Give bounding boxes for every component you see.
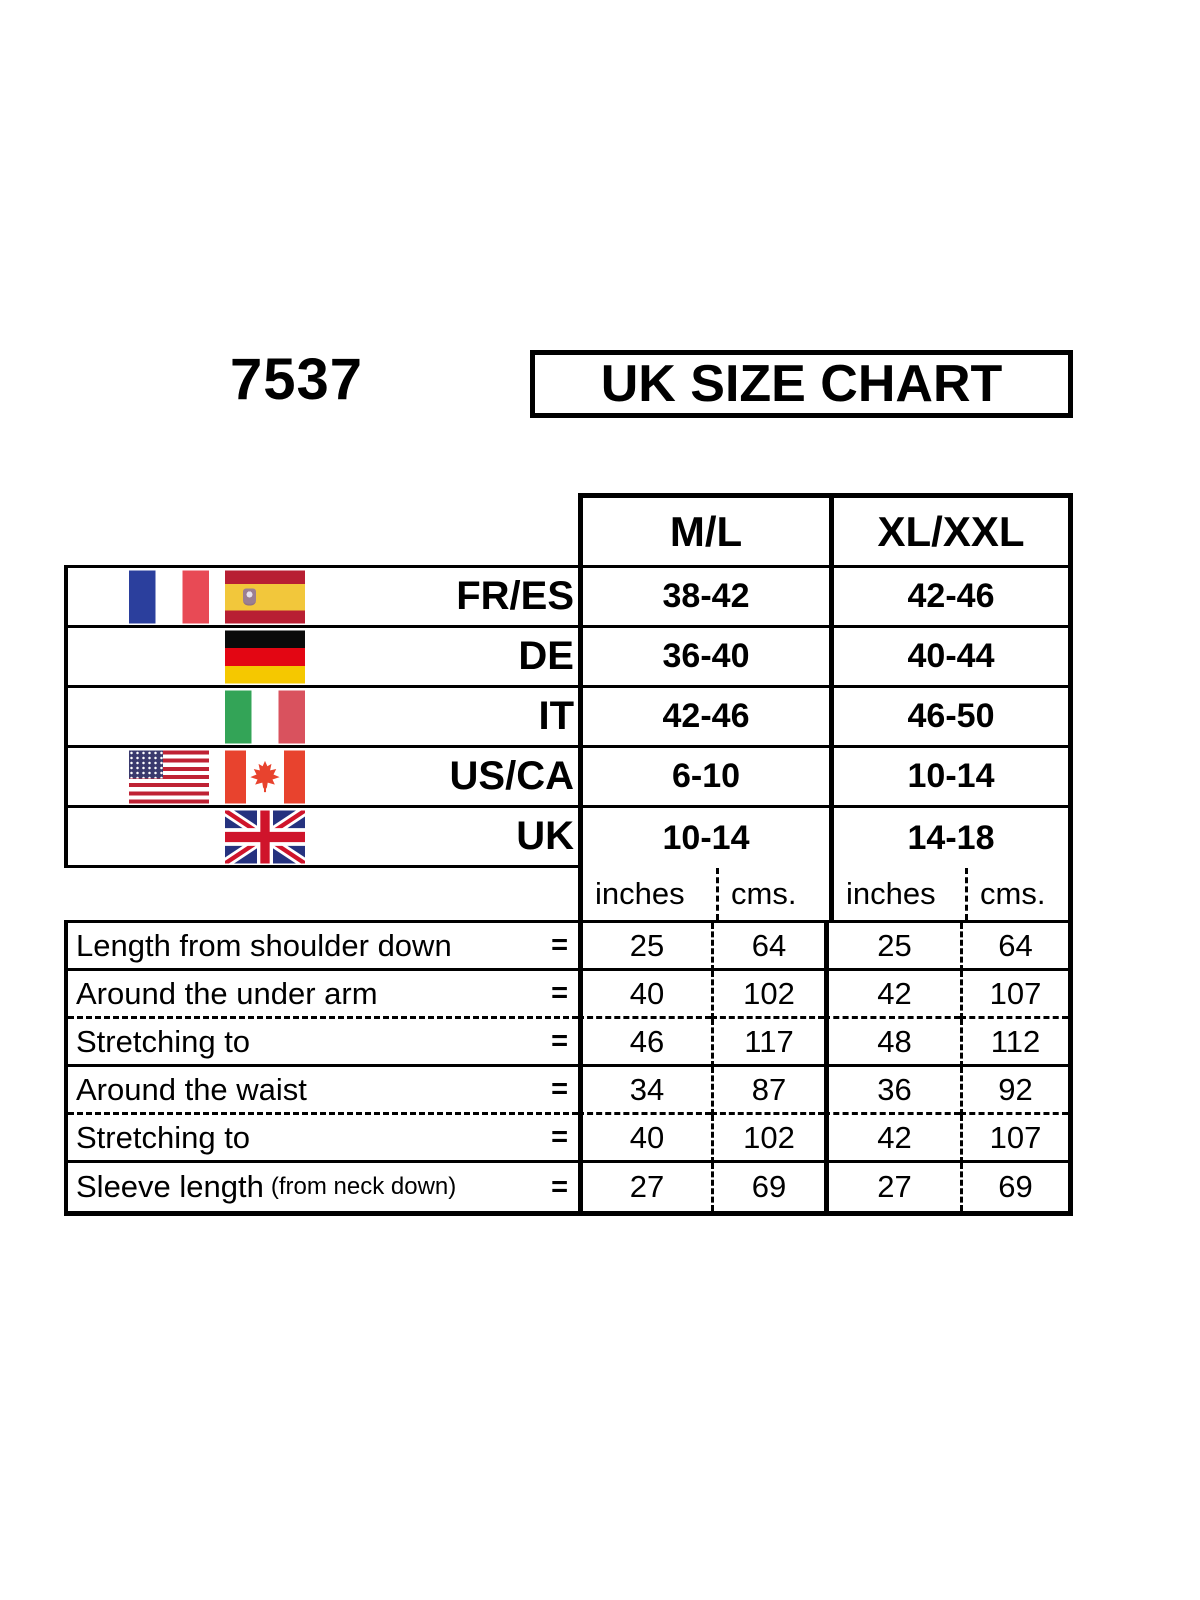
size-value-xl: 10-14 (829, 748, 1068, 808)
measurement-value: 69 (711, 1163, 824, 1211)
measurement-value: 107 (960, 1115, 1068, 1163)
usa-canton-stars (129, 750, 163, 779)
region-label: DE (518, 634, 574, 678)
measurement-row-label: Sleeve length (from neck down) = (68, 1163, 578, 1211)
flag-france-icon (129, 570, 209, 623)
size-value-ml: 36-40 (578, 628, 829, 688)
measurement-name: Around the waist (76, 1071, 307, 1107)
size-value-ml: 6-10 (578, 748, 829, 808)
units-header-xl-inches: inches (829, 868, 965, 920)
product-code: 7537 (230, 347, 364, 412)
size-value-ml: 10-14 (578, 808, 829, 868)
measurement-value: 87 (711, 1067, 824, 1115)
measurement-value: 25 (578, 923, 711, 971)
measurement-value: 92 (960, 1067, 1068, 1115)
measurement-value: 102 (711, 971, 824, 1019)
measurement-value: 46 (578, 1019, 711, 1067)
measurement-row-label: Length from shoulder down = (68, 923, 578, 971)
flag-usa-icon (129, 750, 209, 803)
equals-sign: = (551, 1121, 568, 1153)
units-header-xl-cms: cms. (965, 868, 1068, 920)
flag-germany-icon (225, 630, 305, 683)
measurement-name: Stretching to (76, 1023, 251, 1059)
region-label: UK (516, 814, 574, 858)
measurements-table: Length from shoulder down = 25 64 25 64 … (64, 920, 1073, 1216)
equals-sign: = (551, 1073, 568, 1105)
measurement-row-label: Around the under arm = (68, 971, 578, 1019)
size-value-xl: 14-18 (829, 808, 1068, 868)
region-size-table: FR/ES 38-42 42-46 DE 36-40 40-44 IT 42-4… (64, 565, 1073, 868)
equals-sign: = (551, 1025, 568, 1057)
size-value-ml: 38-42 (578, 568, 829, 628)
measurement-value: 40 (578, 1115, 711, 1163)
table-row-region-de: DE (68, 628, 578, 688)
measurement-row-label: Around the waist = (68, 1067, 578, 1115)
union-jack-icon (225, 810, 305, 863)
measurement-name: Stretching to (76, 1119, 251, 1155)
measurement-value: 42 (824, 1115, 960, 1163)
measurement-value: 25 (824, 923, 960, 971)
table-row-region-us-ca: US/CA (68, 748, 578, 808)
title-box: UK SIZE CHART (530, 350, 1073, 418)
measurement-value: 34 (578, 1067, 711, 1115)
units-header-ml-inches: inches (595, 876, 685, 911)
measurement-value: 112 (960, 1019, 1068, 1067)
table-row-region-uk: UK (68, 808, 578, 868)
equals-sign: = (551, 929, 568, 961)
measurement-value: 40 (578, 971, 711, 1019)
measurement-value: 36 (824, 1067, 960, 1115)
measurement-value: 69 (960, 1163, 1068, 1211)
equals-sign: = (551, 1170, 568, 1203)
measurement-value: 102 (711, 1115, 824, 1163)
flag-uk-icon (225, 810, 305, 863)
units-header-row: inches cms. inches cms. (578, 868, 1073, 920)
measurement-row-label: Stretching to = (68, 1115, 578, 1163)
size-value-xl: 40-44 (829, 628, 1068, 688)
measurement-name: Around the under arm (76, 975, 378, 1011)
region-label: IT (538, 694, 574, 738)
flag-spain-icon (225, 570, 305, 623)
size-value-xl: 42-46 (829, 568, 1068, 628)
measurement-value: 64 (711, 923, 824, 971)
measurement-row-label: Stretching to = (68, 1019, 578, 1067)
size-columns-header: M/L XL/XXL (578, 493, 1073, 568)
measurement-value: 107 (960, 971, 1068, 1019)
measurement-value: 27 (578, 1163, 711, 1211)
region-label: US/CA (449, 754, 574, 798)
size-value-xl: 46-50 (829, 688, 1068, 748)
flag-canada-icon (225, 750, 305, 803)
measurement-name: Length from shoulder down (76, 927, 452, 963)
measurement-value: 64 (960, 923, 1068, 971)
column-header-xlxxl: XL/XXL (829, 498, 1068, 565)
measurement-name: Sleeve length (76, 1169, 264, 1204)
maple-leaf-icon (250, 760, 280, 793)
measurement-note: (from neck down) (270, 1173, 457, 1200)
table-row-region-it: IT (68, 688, 578, 748)
spain-crest-icon (242, 588, 256, 606)
measurement-value: 117 (711, 1019, 824, 1067)
page-title: UK SIZE CHART (600, 355, 1003, 413)
equals-sign: = (551, 977, 568, 1009)
flag-italy-icon (225, 690, 305, 743)
column-header-ml: M/L (669, 507, 743, 555)
size-value-ml: 42-46 (578, 688, 829, 748)
measurement-value: 48 (824, 1019, 960, 1067)
region-label: FR/ES (456, 574, 574, 618)
measurement-value: 42 (824, 971, 960, 1019)
measurement-value: 27 (824, 1163, 960, 1211)
units-header-ml-cms: cms. (716, 868, 829, 920)
table-row-region-fr-es: FR/ES (68, 568, 578, 628)
